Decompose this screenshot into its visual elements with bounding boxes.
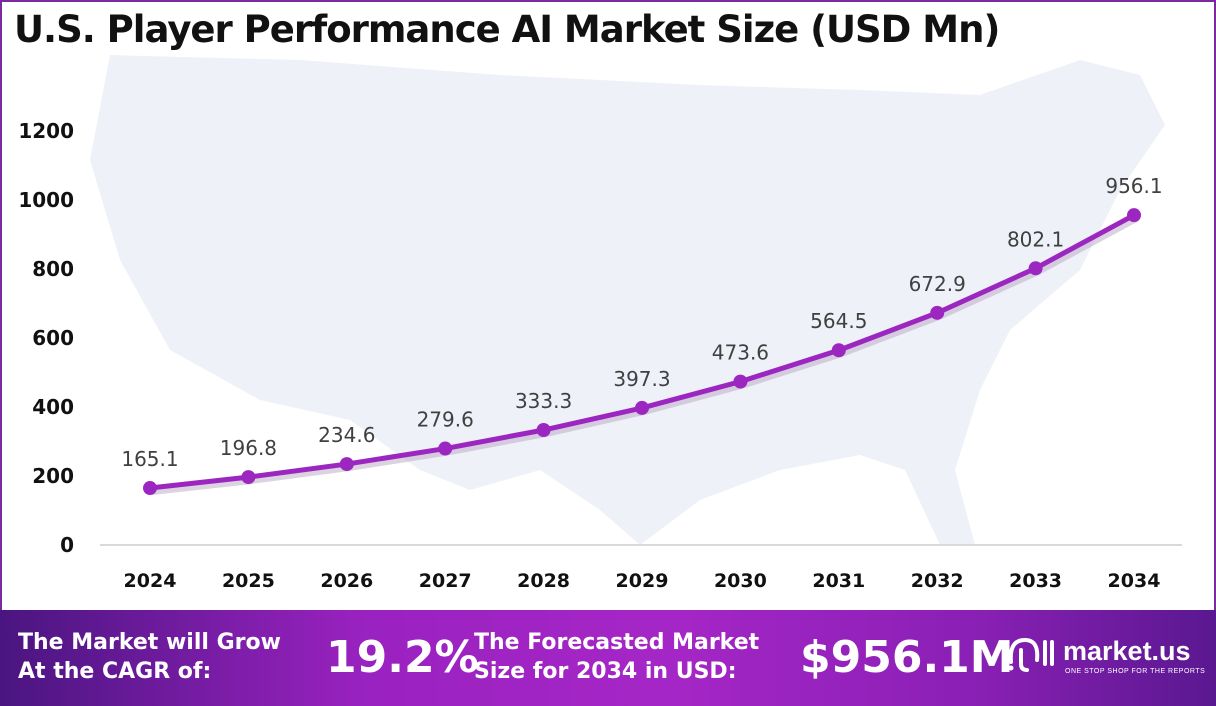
market-us-logo: market.us ONE STOP SHOP FOR THE REPORTS — [1005, 634, 1205, 679]
x-tick-label: 2034 — [1108, 570, 1161, 592]
us-map-silhouette — [90, 55, 1165, 545]
data-label: 564.5 — [810, 309, 867, 333]
forecast-label: The Forecasted Market Size for 2034 in U… — [474, 628, 759, 686]
cagr-label-line1: The Market will Grow — [18, 630, 281, 655]
y-tick-label: 800 — [32, 257, 74, 281]
x-tick-label: 2030 — [714, 570, 767, 592]
cagr-label: The Market will Grow At the CAGR of: — [18, 628, 281, 686]
x-tick-label: 2033 — [1009, 570, 1062, 592]
x-tick-label: 2024 — [124, 570, 177, 592]
forecast-value: $956.1M — [800, 632, 1014, 683]
y-tick-label: 600 — [32, 326, 74, 350]
forecast-label-line2: Size for 2034 in USD: — [474, 659, 737, 684]
data-label: 333.3 — [515, 389, 572, 413]
data-point — [831, 343, 846, 358]
logo-icon — [1008, 637, 1054, 672]
x-tick-label: 2032 — [911, 570, 964, 592]
logo-tagline: ONE STOP SHOP FOR THE REPORTS — [1065, 668, 1206, 675]
data-label: 397.3 — [613, 367, 670, 391]
data-label: 234.6 — [318, 423, 375, 447]
data-label: 473.6 — [712, 341, 769, 365]
data-point — [438, 441, 453, 456]
data-point — [1127, 208, 1141, 223]
logo-name: market.us — [1063, 636, 1191, 666]
data-point — [635, 400, 649, 415]
cagr-label-line2: At the CAGR of: — [18, 659, 212, 684]
data-point — [536, 423, 551, 438]
x-tick-label: 2031 — [812, 570, 865, 592]
data-label: 196.8 — [220, 436, 277, 460]
data-point — [339, 457, 354, 472]
chart-title: U.S. Player Performance AI Market Size (… — [14, 8, 1000, 51]
data-label: 279.6 — [417, 408, 474, 432]
data-point — [733, 374, 748, 389]
x-tick-label: 2026 — [320, 570, 373, 592]
chart-svg: 0 200 400 600 800 1000 1200 2024 2025 2026 2027 20… — [18, 55, 1182, 592]
data-point — [143, 481, 157, 496]
y-tick-label: 200 — [32, 464, 74, 488]
data-point — [241, 470, 256, 485]
x-tick-label: 2025 — [222, 570, 275, 592]
data-label: 165.1 — [121, 447, 178, 471]
data-label: 672.9 — [909, 272, 966, 296]
data-point — [1028, 261, 1043, 276]
x-tick-label: 2027 — [419, 570, 472, 592]
data-label: 802.1 — [1007, 227, 1064, 251]
cagr-value: 19.2% — [326, 632, 479, 683]
y-tick-label: 0 — [60, 533, 74, 557]
y-tick-label: 400 — [32, 395, 74, 419]
x-tick-label: 2028 — [517, 570, 570, 592]
footer-banner: The Market will Grow At the CAGR of: 19.… — [0, 610, 1216, 706]
y-tick-label: 1000 — [18, 188, 74, 212]
y-tick-label: 1200 — [18, 119, 74, 143]
forecast-label-line1: The Forecasted Market — [474, 630, 760, 655]
x-tick-label: 2029 — [616, 570, 669, 592]
data-point — [930, 305, 945, 320]
data-label: 956.1 — [1105, 174, 1162, 198]
